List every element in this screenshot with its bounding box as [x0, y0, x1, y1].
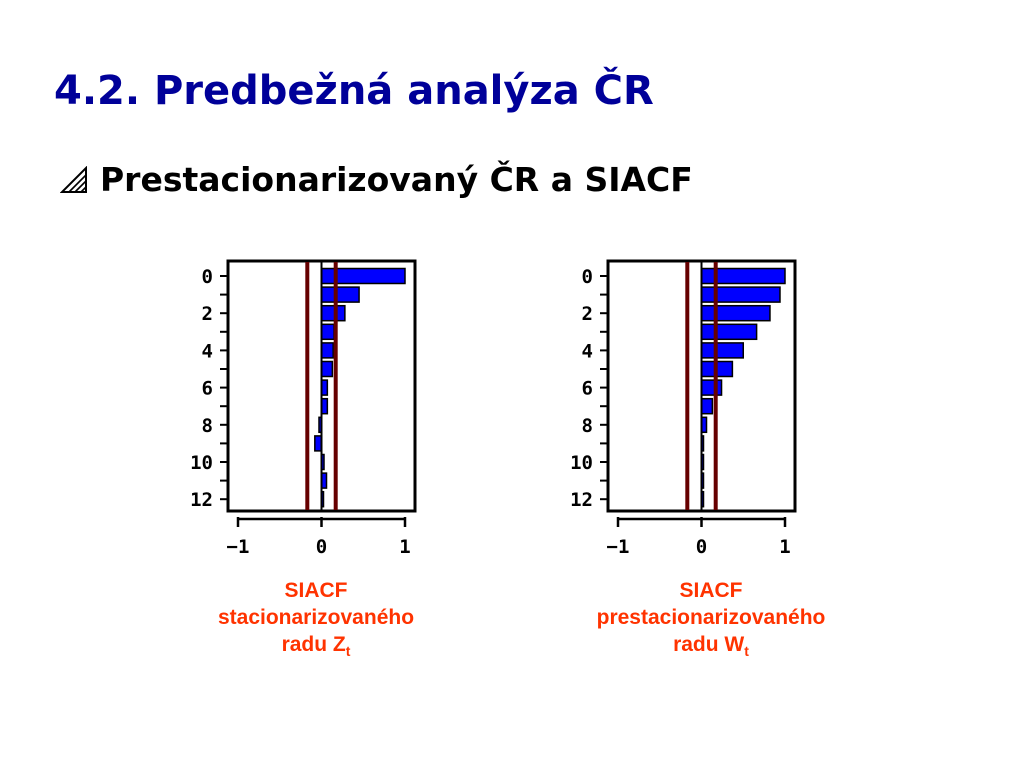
acf-bar	[320, 360, 334, 378]
siacf-chart-z-plot: 0 2 4 6 8 10 12 −1 0 1	[190, 259, 417, 558]
acf-bar	[320, 323, 335, 341]
x-tick-label: 1	[779, 536, 790, 558]
acf-bar	[320, 286, 360, 303]
y-tick-label: 8	[202, 415, 213, 437]
y-tick-label: 4	[582, 340, 593, 362]
acf-bar	[700, 323, 758, 341]
x-tick-label: 1	[399, 536, 410, 558]
caption-siacf-z: SIACF stacionarizovaného radu Zt	[166, 577, 466, 658]
acf-bar	[700, 397, 714, 415]
y-tick-label: 6	[582, 378, 593, 400]
acf-bar	[700, 304, 771, 322]
y-tick-label: 2	[202, 303, 213, 325]
hatched-triangle-bullet-icon	[60, 165, 87, 193]
acf-bar	[700, 379, 723, 396]
y-tick-label: 12	[190, 489, 213, 511]
caption-line: stacionarizovaného	[217, 606, 415, 629]
bullet-text: Prestacionarizovaný ČR a SIACF	[100, 160, 693, 199]
caption-line: radu Wt	[561, 631, 861, 658]
caption-siacf-w: SIACF prestacionarizovaného radu Wt	[561, 577, 861, 658]
acf-bar	[320, 304, 346, 322]
caption-subscript: t	[345, 643, 351, 660]
acf-bar	[314, 435, 323, 452]
y-tick-label: 12	[570, 489, 593, 511]
caption-line: SIACF	[679, 579, 743, 602]
acf-bar	[700, 342, 744, 359]
y-tick-label: 6	[202, 378, 213, 400]
siacf-chart-w-plot: 0 2 4 6 8 10 12 −1 0 1	[570, 259, 797, 558]
acf-bar	[700, 286, 781, 303]
y-tick-label: 0	[582, 266, 593, 288]
x-tick-label: −1	[607, 536, 630, 558]
siacf-chart-z: 0 2 4 6 8 10 12 −1 0 1	[175, 250, 425, 565]
y-tick-label: 2	[582, 303, 593, 325]
bullet-item: Prestacionarizovaný ČR a SIACF	[60, 160, 693, 199]
x-tick-label: 0	[696, 536, 707, 558]
acf-bar	[320, 342, 334, 359]
y-tick-label: 0	[202, 266, 213, 288]
caption-line-text: radu Z	[281, 633, 346, 656]
y-tick-label: 10	[570, 452, 593, 474]
y-tick-label: 8	[582, 415, 593, 437]
caption-subscript: t	[744, 643, 749, 660]
x-tick-label: 0	[316, 536, 327, 558]
caption-line: prestacionarizovaného	[596, 606, 826, 629]
siacf-chart-w: 0 2 4 6 8 10 12 −1 0 1	[555, 250, 805, 565]
caption-line: SIACF	[284, 579, 348, 602]
y-tick-label: 4	[202, 340, 213, 362]
slide-title: 4.2. Predbežná analýza ČR	[54, 68, 654, 114]
caption-line: radu Zt	[166, 631, 466, 658]
caption-line-text: radu W	[673, 633, 745, 656]
y-tick-label: 10	[190, 452, 213, 474]
x-tick-label: −1	[227, 536, 250, 558]
